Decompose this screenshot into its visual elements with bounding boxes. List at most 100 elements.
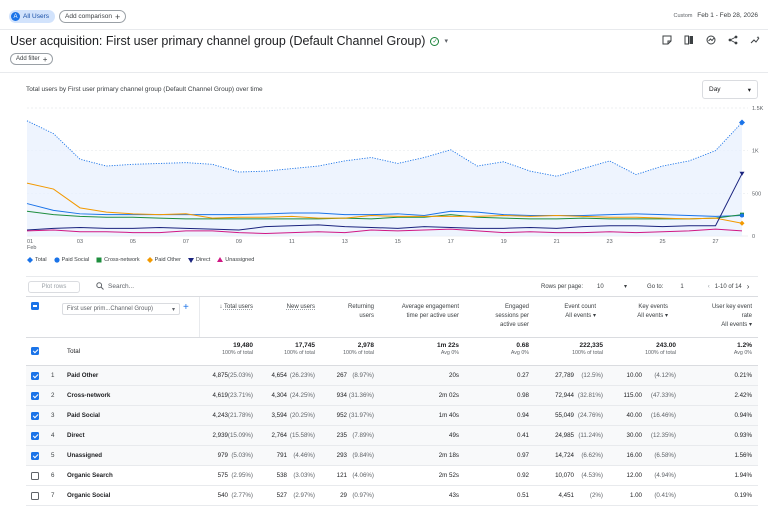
event-filter-select[interactable]: All events ▾ [721,322,752,328]
row-channel-name[interactable]: Organic Search [67,472,113,479]
row-cell-percent: (24.76%) [577,412,603,419]
series-line-paid-other [26,182,743,224]
insights-icon[interactable] [705,34,716,45]
plot-rows-button[interactable]: Plot rows [28,281,80,293]
legend-label: Unassigned [225,257,255,263]
diamond-icon [146,257,153,263]
legend-item[interactable]: Paid Social [54,257,89,263]
col-header-key-event-rate[interactable]: User key event rate All events ▾ [695,303,752,330]
share-icon[interactable] [727,34,738,45]
chart-title: Total users by First user primary channe… [26,86,263,93]
row-cell-value: 10,070 [555,472,574,479]
row-channel-name[interactable]: Direct [67,432,85,439]
goto-label: Go to: [647,283,664,290]
legend-label: Paid Other [154,257,181,263]
row-cell-value: 0.98 [516,392,529,399]
row-channel-name[interactable]: Organic Social [67,492,111,499]
legend-item[interactable]: Total [27,257,47,263]
table-row[interactable] [26,406,758,426]
row-checkbox[interactable] [31,492,39,500]
legend-item[interactable]: Paid Other [146,257,181,263]
row-cell-value: 4,243 [212,412,228,419]
add-dimension-icon[interactable]: + [183,302,189,313]
table-row[interactable] [26,466,758,486]
row-cell-percent: (31.97%) [348,412,374,419]
rows-per-page-select[interactable]: 10 ▾ [597,283,628,291]
row-checkbox[interactable] [31,472,39,480]
page-title: User acquisition: First user primary cha… [10,34,426,48]
chevron-right-icon[interactable]: › [746,282,750,291]
row-cell-value: 1m 40s [438,412,459,419]
table-row[interactable] [26,386,758,406]
row-number: 1 [51,372,55,379]
total-row-checkbox[interactable] [31,347,39,355]
table-row[interactable] [26,446,758,466]
row-cell-percent: (3.03%) [293,472,315,479]
total-subtext: 100% of total [343,350,374,356]
legend-item[interactable]: Cross-network [96,257,140,263]
dimension-select[interactable]: First user prim...Channel Group) ▾ [62,303,180,315]
row-checkbox[interactable] [31,452,39,460]
series-line-unassigned [26,228,743,234]
column-separator [199,297,200,337]
search-input[interactable]: Search... [108,282,135,290]
row-cell-percent: (12.35%) [650,432,676,439]
row-checkbox[interactable] [31,372,39,380]
row-cell-percent: (47.33%) [650,392,676,399]
row-cell-percent: (21.78%) [227,412,253,419]
col-header-new-users[interactable]: New users [265,303,315,312]
caret-down-icon: ▾ [624,284,628,290]
row-number: 3 [51,412,55,419]
row-cell-value: 115.00 [623,392,642,399]
row-number: 2 [51,392,55,399]
plus-icon: + [42,54,48,64]
series-line-direct [26,173,743,231]
table-search[interactable]: Search... [96,282,134,290]
granularity-select[interactable]: Day ▾ [702,80,758,99]
add-comparison-button[interactable]: Add comparison + [59,10,127,23]
chevron-left-icon[interactable]: ‹ [707,283,710,290]
row-cell-percent: (2.97%) [293,492,315,499]
date-range-picker[interactable]: Custom Feb 1 - Feb 28, 2026 [674,12,758,19]
row-channel-name[interactable]: Paid Social [67,412,101,419]
x-tick-label: 13 [342,239,348,245]
row-cell-percent: (12.5%) [581,372,603,379]
row-cell-value: 2,764 [271,432,287,439]
trend-sparkle-icon[interactable] [749,34,760,45]
row-channel-name[interactable]: Unassigned [67,452,103,459]
col-header-event-count[interactable]: Event count All events ▾ [548,303,596,321]
row-checkbox[interactable] [31,432,39,440]
row-checkbox[interactable] [31,392,39,400]
row-channel-name[interactable]: Cross-network [67,392,111,399]
x-tick-label: 07 [183,239,189,245]
total-value: 2,978 [357,342,374,349]
add-filter-button[interactable]: Add filter + [10,53,54,65]
table-row[interactable] [26,366,758,386]
select-all-checkbox[interactable] [31,302,39,310]
row-cell-value: 575 [217,472,228,479]
table-row[interactable] [26,426,758,446]
col-header-returning-users[interactable]: Returning users [330,303,374,321]
square-icon [96,257,102,263]
total-value: 1m 22s [436,342,459,349]
legend-item[interactable]: Direct [187,257,210,263]
col-header-key-events[interactable]: Key events All events ▾ [620,303,668,321]
event-filter-select[interactable]: All events ▾ [565,313,596,319]
row-cell-percent: (4.46%) [293,452,315,459]
check-circle-icon[interactable]: ✓ [430,36,440,46]
segment-chip-all-users[interactable]: A All Users [9,10,56,23]
col-header-engaged-sessions[interactable]: Engaged sessions per active user [485,303,529,330]
row-number: 7 [51,492,55,499]
legend-item[interactable]: Unassigned [217,257,254,263]
chevron-down-icon[interactable]: ▾ [444,38,448,45]
col-header-avg-engagement[interactable]: Average engagement time per active user [384,303,459,321]
row-checkbox[interactable] [31,412,39,420]
event-filter-select[interactable]: All events ▾ [637,313,668,319]
compare-icon[interactable] [683,34,694,45]
col-header-total-users[interactable]: ↓ Total users [205,303,253,312]
goto-input[interactable]: 1 [680,283,684,290]
customize-report-icon[interactable] [661,34,672,45]
total-subtext: 100% of total [572,350,603,356]
row-channel-name[interactable]: Paid Other [67,372,99,379]
